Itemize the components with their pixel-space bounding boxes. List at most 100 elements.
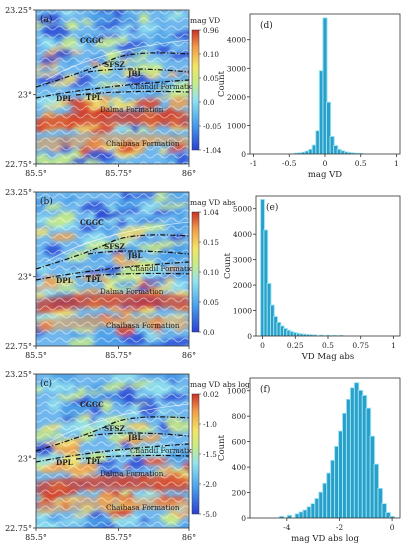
label-jbl: JBL xyxy=(127,251,143,260)
colorbar-tick-label: 1.04 xyxy=(203,208,219,217)
lon-tick-label: 85.75° xyxy=(105,169,132,178)
histogram-bar xyxy=(295,514,300,518)
map-panel-b: (b) 23.25° 23° 22.75°85.5° 85.75° 86° CGGC SF… xyxy=(5,188,236,360)
lat-tick-label: 23° xyxy=(18,273,32,282)
x-axis-label: mag VD abs log xyxy=(291,534,359,544)
colorbar-title: mag VD abs log xyxy=(190,380,250,389)
histogram-bar-halo xyxy=(325,334,331,336)
colorbar-tick-label: 0.05 xyxy=(203,298,219,307)
lon-tick-label: 85.5° xyxy=(25,533,47,542)
panel-label: (e) xyxy=(266,202,278,213)
fault-line-sfsz xyxy=(35,52,190,88)
label-sfsz: SFSZ xyxy=(104,242,125,251)
colorbar-tick-label: 0.0 xyxy=(203,98,215,107)
y-tick-label: 3000 xyxy=(227,64,246,73)
label-sfsz: SFSZ xyxy=(104,60,125,69)
histogram-bar xyxy=(309,149,313,154)
label-chandil-formation: Chandil Formation xyxy=(130,264,198,273)
histogram-bar xyxy=(305,151,309,154)
colorbar-tick-label: -1.0 xyxy=(203,420,217,429)
histogram-bar-halo xyxy=(332,334,337,336)
histogram-bar xyxy=(331,460,335,518)
lat-tick-label: 22.75° xyxy=(5,524,32,533)
label-tpl: TPL xyxy=(86,93,102,102)
label-chaibasa-formation: Chaibasa Formation xyxy=(106,139,180,148)
histogram-bars xyxy=(278,382,395,518)
lat-tick-label: 22.75° xyxy=(5,160,32,169)
histogram-bar xyxy=(299,512,304,518)
boundary-line xyxy=(45,221,190,263)
label-tpl: TPL xyxy=(86,275,102,284)
label-dpl: DPL xyxy=(56,94,73,103)
y-tick-label: 800 xyxy=(232,412,247,421)
fault-line-jbl xyxy=(87,68,190,73)
y-tick-label: 200 xyxy=(232,489,247,498)
y-tick-label: 3000 xyxy=(233,256,252,265)
histogram-bar xyxy=(323,18,327,154)
lon-tick-label: 85.5° xyxy=(25,351,47,360)
histogram-bar xyxy=(323,483,327,518)
x-tick-label: 0 xyxy=(390,523,395,532)
label-cggc: CGGC xyxy=(80,218,104,227)
x-tick-label: 0.75 xyxy=(352,341,369,350)
panel-label: (f) xyxy=(260,384,270,395)
y-tick-label: 0 xyxy=(247,332,252,341)
x-tick-label: 0.5 xyxy=(322,341,334,350)
label-chandil-formation: Chandil Formation xyxy=(130,446,198,455)
histogram-bar xyxy=(301,152,306,154)
histogram-bar xyxy=(348,152,352,154)
histogram-bar xyxy=(374,464,379,518)
panel-label: (d) xyxy=(260,20,273,31)
histogram-bar xyxy=(326,102,331,154)
x-tick-label: 1 xyxy=(391,341,396,350)
colorbar-tick-label: -1.04 xyxy=(203,146,222,155)
histogram-bar-halo xyxy=(338,334,344,336)
histogram-bar xyxy=(274,316,278,336)
histogram-frame xyxy=(249,377,401,519)
lon-tick-label: 86° xyxy=(182,169,196,178)
colorbar-gradient xyxy=(191,393,200,515)
histogram-bar xyxy=(284,328,287,336)
label-dpl: DPL xyxy=(56,276,73,285)
label-dalma-formation: Dalma Formation xyxy=(100,287,164,296)
panel-label-c: (c) xyxy=(40,378,52,389)
lat-tick-label: 23.25° xyxy=(5,370,32,379)
y-tick-label: 1000 xyxy=(233,307,252,316)
histogram-bar xyxy=(382,504,386,518)
histogram-bar-halo xyxy=(319,334,324,336)
histogram-bar xyxy=(354,383,359,518)
histogram-bar xyxy=(344,152,349,154)
lon-tick-label: 85.75° xyxy=(105,533,132,542)
histogram-bar xyxy=(307,507,311,518)
x-axis-label: mag VD xyxy=(308,170,342,180)
label-dpl: DPL xyxy=(56,458,73,467)
histogram-bar xyxy=(287,330,291,336)
y-tick-label: 2000 xyxy=(227,93,246,102)
histogram-bar xyxy=(270,305,274,336)
boundary-line xyxy=(45,403,190,445)
colorbar-gradient xyxy=(191,211,200,333)
label-chaibasa-formation: Chaibasa Formation xyxy=(106,503,180,512)
label-dalma-formation: Dalma Formation xyxy=(100,469,164,478)
fault-line-dpl xyxy=(35,79,190,99)
histogram-bar xyxy=(290,331,294,336)
histogram-bar xyxy=(341,151,345,154)
y-tick-label: 600 xyxy=(232,438,247,447)
colorbar-tick-label: 0.05 xyxy=(203,74,219,83)
histogram-bar xyxy=(310,335,314,336)
x-tick-label: 1 xyxy=(394,159,399,168)
colorbar-tick-label: 0.02 xyxy=(203,390,219,399)
map-panel-c: (c) 23.25° 23° 22.75°85.5° 85.75° 86° CGGC SF… xyxy=(5,370,250,542)
label-cggc: CGGC xyxy=(80,36,104,45)
fault-line-tpl xyxy=(75,272,190,278)
histogram-bar-halo xyxy=(354,152,360,154)
y-tick-label: 0 xyxy=(241,514,246,523)
histogram-bar-halo xyxy=(312,334,318,336)
colorbar-title: mag VD xyxy=(190,16,220,25)
fault-line-jbl xyxy=(87,250,190,255)
y-tick-label: 5000 xyxy=(233,205,252,214)
histogram-bar xyxy=(287,515,292,518)
label-chaibasa-formation: Chaibasa Formation xyxy=(106,321,180,330)
